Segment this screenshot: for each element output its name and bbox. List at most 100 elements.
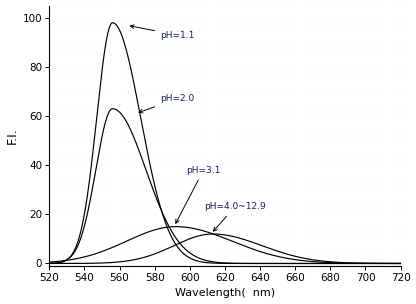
- Point: [160, 40, 167, 45]
- Point: [178, 138, 184, 143]
- Point: [213, 64, 220, 69]
- Point: [274, 150, 281, 155]
- Point: [143, 175, 149, 180]
- Point: [195, 16, 202, 20]
- Point: [125, 16, 131, 20]
- Point: [125, 138, 131, 143]
- Point: [327, 89, 334, 94]
- Point: [397, 28, 404, 33]
- Point: [81, 77, 88, 82]
- Point: [353, 150, 360, 155]
- Point: [248, 187, 255, 192]
- Point: [318, 3, 325, 8]
- Point: [134, 77, 141, 82]
- Point: [380, 237, 386, 241]
- Point: [204, 150, 210, 155]
- Point: [195, 175, 202, 180]
- Point: [186, 16, 193, 20]
- Point: [186, 126, 193, 131]
- Point: [195, 126, 202, 131]
- Point: [107, 224, 114, 229]
- Point: [213, 150, 220, 155]
- Point: [55, 175, 62, 180]
- Point: [134, 3, 141, 8]
- Point: [143, 249, 149, 254]
- Point: [318, 163, 325, 168]
- Point: [116, 28, 123, 33]
- Point: [344, 28, 351, 33]
- Point: [99, 3, 105, 8]
- Point: [99, 261, 105, 266]
- Point: [151, 126, 158, 131]
- Point: [134, 224, 141, 229]
- Point: [283, 3, 290, 8]
- Point: [125, 175, 131, 180]
- Point: [362, 212, 369, 217]
- Point: [169, 28, 176, 33]
- Point: [107, 16, 114, 20]
- Point: [292, 212, 299, 217]
- Point: [301, 175, 307, 180]
- Point: [169, 101, 176, 106]
- Point: [265, 237, 272, 241]
- Point: [353, 126, 360, 131]
- Point: [116, 200, 123, 205]
- Point: [265, 101, 272, 106]
- Point: [99, 16, 105, 20]
- Point: [107, 28, 114, 33]
- Point: [248, 28, 255, 33]
- Point: [99, 52, 105, 57]
- Point: [239, 28, 246, 33]
- Point: [265, 261, 272, 266]
- Point: [213, 163, 220, 168]
- Point: [257, 126, 263, 131]
- Point: [116, 212, 123, 217]
- Point: [389, 163, 395, 168]
- Point: [116, 114, 123, 119]
- Point: [99, 138, 105, 143]
- Point: [397, 163, 404, 168]
- Point: [239, 114, 246, 119]
- Point: [397, 89, 404, 94]
- Point: [222, 237, 228, 241]
- Point: [213, 249, 220, 254]
- Point: [55, 114, 62, 119]
- Point: [283, 52, 290, 57]
- Point: [292, 261, 299, 266]
- Point: [310, 237, 316, 241]
- Point: [222, 3, 228, 8]
- Point: [336, 52, 342, 57]
- Point: [310, 212, 316, 217]
- Point: [248, 52, 255, 57]
- Point: [107, 101, 114, 106]
- Point: [353, 52, 360, 57]
- Point: [116, 89, 123, 94]
- Point: [204, 261, 210, 266]
- Point: [248, 212, 255, 217]
- Point: [169, 40, 176, 45]
- Point: [72, 52, 79, 57]
- Point: [99, 89, 105, 94]
- Point: [64, 237, 70, 241]
- Point: [64, 187, 70, 192]
- Point: [283, 187, 290, 192]
- Point: [107, 126, 114, 131]
- Point: [301, 3, 307, 8]
- Point: [301, 249, 307, 254]
- Point: [169, 52, 176, 57]
- Point: [257, 101, 263, 106]
- Point: [178, 64, 184, 69]
- Point: [90, 40, 97, 45]
- Point: [336, 175, 342, 180]
- Point: [274, 212, 281, 217]
- Point: [353, 77, 360, 82]
- Point: [143, 212, 149, 217]
- Point: [72, 212, 79, 217]
- Point: [143, 52, 149, 57]
- Point: [318, 249, 325, 254]
- Point: [362, 249, 369, 254]
- Point: [265, 138, 272, 143]
- Point: [362, 200, 369, 205]
- Point: [213, 212, 220, 217]
- Point: [72, 175, 79, 180]
